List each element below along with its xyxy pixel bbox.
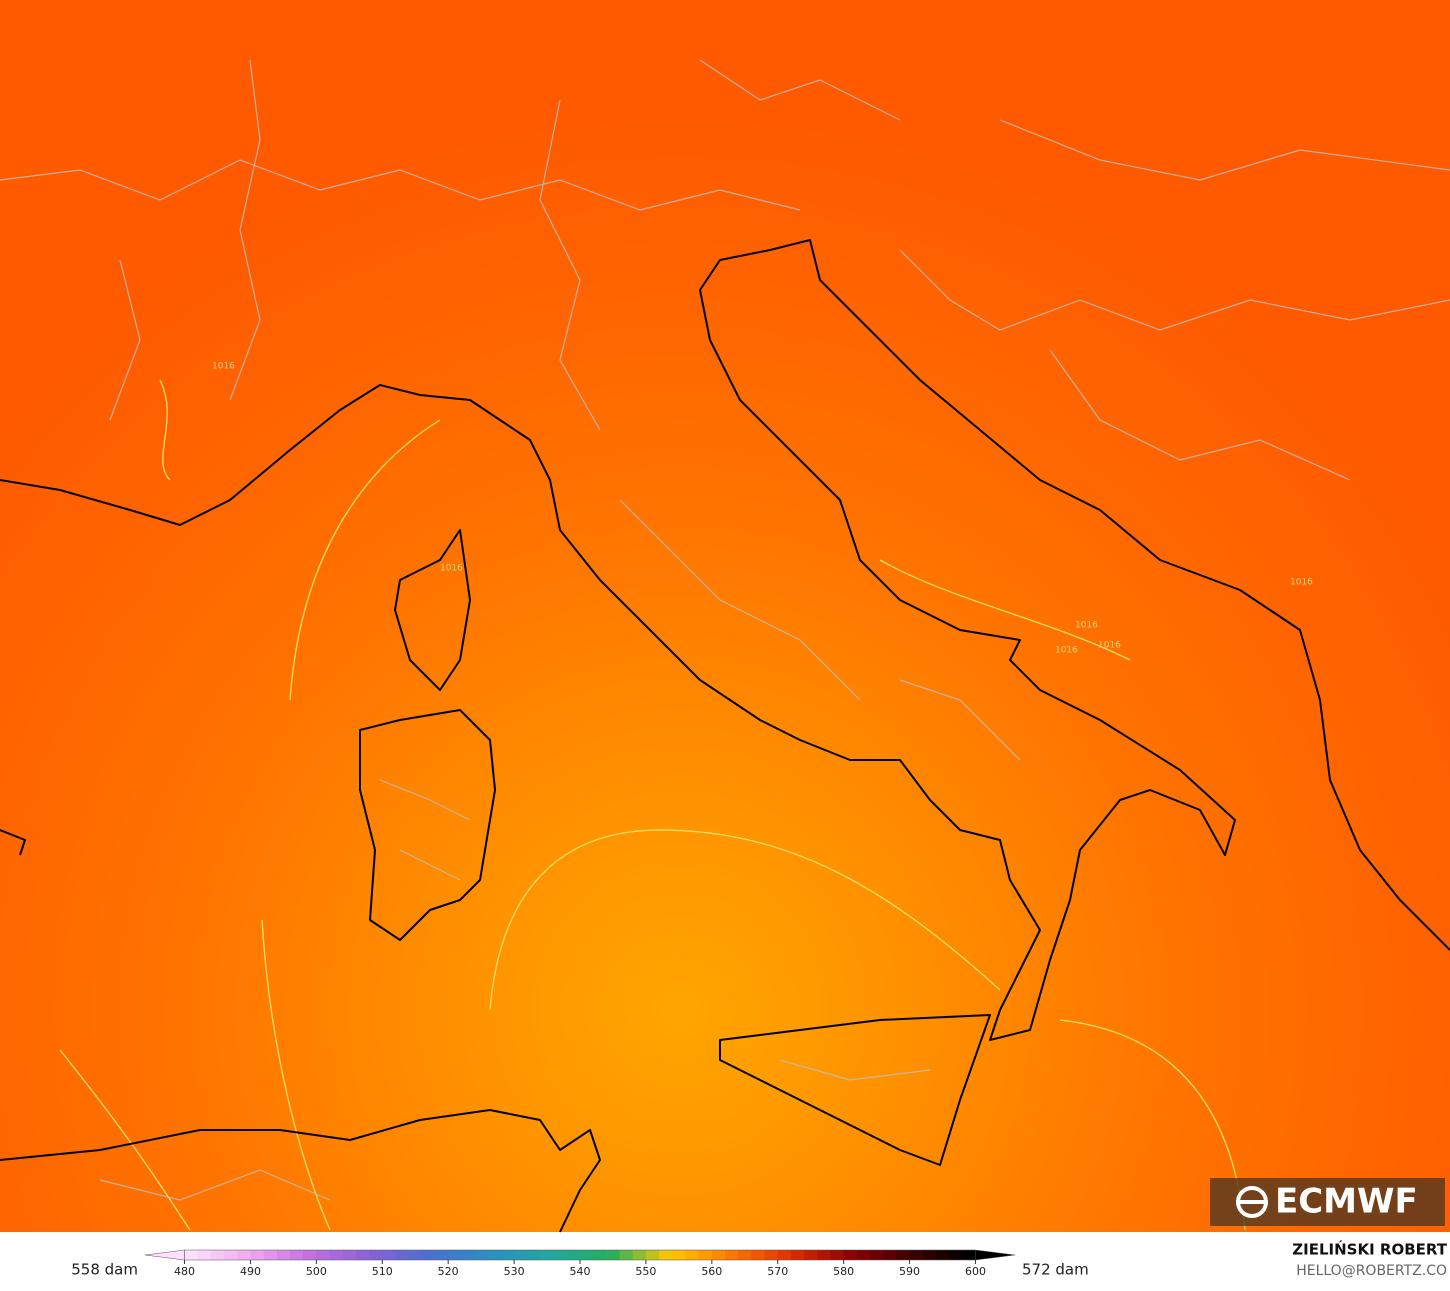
colorbar-tick-label: 540 <box>570 1265 591 1278</box>
sicily-coast <box>719 1014 991 1166</box>
colorbar-min-label: 558 dam <box>71 1261 138 1279</box>
colorbar-segment <box>263 1250 278 1260</box>
colorbar-segment <box>553 1250 568 1260</box>
isobar-label: 1016 <box>1055 646 1078 656</box>
colorbar-segment <box>593 1250 607 1260</box>
colorbar-segment <box>316 1250 331 1260</box>
isobar <box>59 379 1246 1231</box>
author: ZIELIŃSKI ROBERT <box>1292 1240 1447 1259</box>
logo-text: ECMWF <box>1275 1182 1418 1222</box>
colorbar-segment <box>725 1250 739 1260</box>
colorbar-tick-label: 500 <box>306 1265 327 1278</box>
colorbar: 480 490 500 510 520 530 540 550 560 570 580 590 600 <box>144 1249 1016 1278</box>
colorbar-tick-label: 510 <box>372 1265 393 1278</box>
colorbar-segment <box>342 1250 357 1260</box>
colorbar-segment <box>962 1250 976 1260</box>
colorbar-segment <box>224 1250 238 1260</box>
colorbar-segment <box>777 1250 792 1260</box>
colorbar-segment <box>435 1250 449 1260</box>
mainland-coast <box>0 239 1450 1041</box>
colorbar-segment <box>790 1250 805 1260</box>
colorbar-segment <box>711 1250 726 1260</box>
colorbar-segment <box>883 1250 897 1260</box>
africa-coast <box>0 1109 601 1233</box>
colorbar-segment <box>580 1250 594 1260</box>
colorbar-segment <box>184 1250 199 1260</box>
colorbar-segment <box>896 1250 911 1260</box>
colorbar-tick-label: 530 <box>504 1265 525 1278</box>
colorbar-tick-label: 590 <box>899 1265 920 1278</box>
colorbar-segment <box>830 1250 845 1260</box>
colorbar-segment <box>606 1250 621 1260</box>
colorbar-tick-label: 600 <box>965 1265 986 1278</box>
colorbar-tick-label: 480 <box>174 1265 195 1278</box>
colorbar-segment <box>738 1250 752 1260</box>
colorbar-segment <box>421 1250 436 1260</box>
colorbar-tick-label: 490 <box>240 1265 261 1278</box>
colorbar-segment <box>659 1250 673 1260</box>
colorbar-segment <box>197 1250 212 1260</box>
colorbar-segment <box>949 1250 963 1260</box>
isobar-label: 1016 <box>1098 641 1121 651</box>
height-field <box>0 0 1450 1232</box>
colorbar-segment <box>870 1250 884 1260</box>
colorbar-segment <box>329 1250 344 1260</box>
colorbar-segment <box>804 1250 818 1260</box>
colorbar-segment <box>751 1250 766 1260</box>
colorbar-segment <box>672 1250 686 1260</box>
logo-glyph <box>1236 1186 1268 1218</box>
colorbar-segment <box>632 1250 647 1260</box>
colorbar-tick-label: 580 <box>833 1265 854 1278</box>
colorbar-segment <box>698 1250 713 1260</box>
colorbar-segment <box>487 1250 502 1260</box>
colorbar-segment <box>382 1250 396 1260</box>
colorbar-segment <box>922 1250 937 1260</box>
colorbar-segment <box>935 1250 950 1260</box>
colorbar-segment <box>527 1250 541 1260</box>
colorbar-segment <box>540 1250 555 1260</box>
colorbar-segment <box>474 1250 489 1260</box>
colorbar-tick-label: 520 <box>438 1265 459 1278</box>
isobar-label: 1016 <box>1290 578 1313 588</box>
contact: HELLO@ROBERTZ.CO <box>1296 1263 1447 1279</box>
region-borders <box>0 59 1450 1201</box>
colorbar-segment <box>276 1250 291 1260</box>
colorbar-segment <box>355 1250 370 1260</box>
colorbar-segment <box>395 1250 410 1260</box>
colorbar-segment <box>645 1250 660 1260</box>
colorbar-segment <box>566 1250 581 1260</box>
colorbar-segment <box>764 1250 779 1260</box>
coast-fragment <box>0 829 26 856</box>
colorbar-segment <box>514 1250 528 1260</box>
colorbar-max-label: 572 dam <box>1022 1261 1089 1279</box>
colorbar-segment <box>685 1250 700 1260</box>
colorbar-segment <box>408 1250 423 1260</box>
corsica-coast <box>394 529 471 691</box>
colorbar-segment <box>856 1250 871 1260</box>
colorbar-tick-label: 570 <box>767 1265 788 1278</box>
isobar-label: 1016 <box>212 362 235 372</box>
colorbar-tick-label: 550 <box>635 1265 656 1278</box>
sardinia-coast <box>359 709 496 941</box>
colorbar-segment <box>369 1250 383 1260</box>
colorbar-segment <box>290 1250 304 1260</box>
colorbar-segment <box>448 1250 462 1260</box>
colorbar-segment <box>303 1250 317 1260</box>
colorbar-segment <box>619 1250 634 1260</box>
isobar-label: 1016 <box>1075 621 1098 631</box>
colorbar-segment <box>817 1250 831 1260</box>
colorbar-segment <box>909 1250 924 1260</box>
colorbar-tick-label: 560 <box>701 1265 722 1278</box>
colorbar-segment <box>210 1250 225 1260</box>
colorbar-segment <box>843 1250 858 1260</box>
colorbar-segment <box>461 1250 476 1260</box>
colorbar-segment <box>237 1250 251 1260</box>
colorbar-segment <box>500 1250 515 1260</box>
colorbar-segment <box>250 1250 265 1260</box>
isobar-label: 1016 <box>440 564 463 574</box>
